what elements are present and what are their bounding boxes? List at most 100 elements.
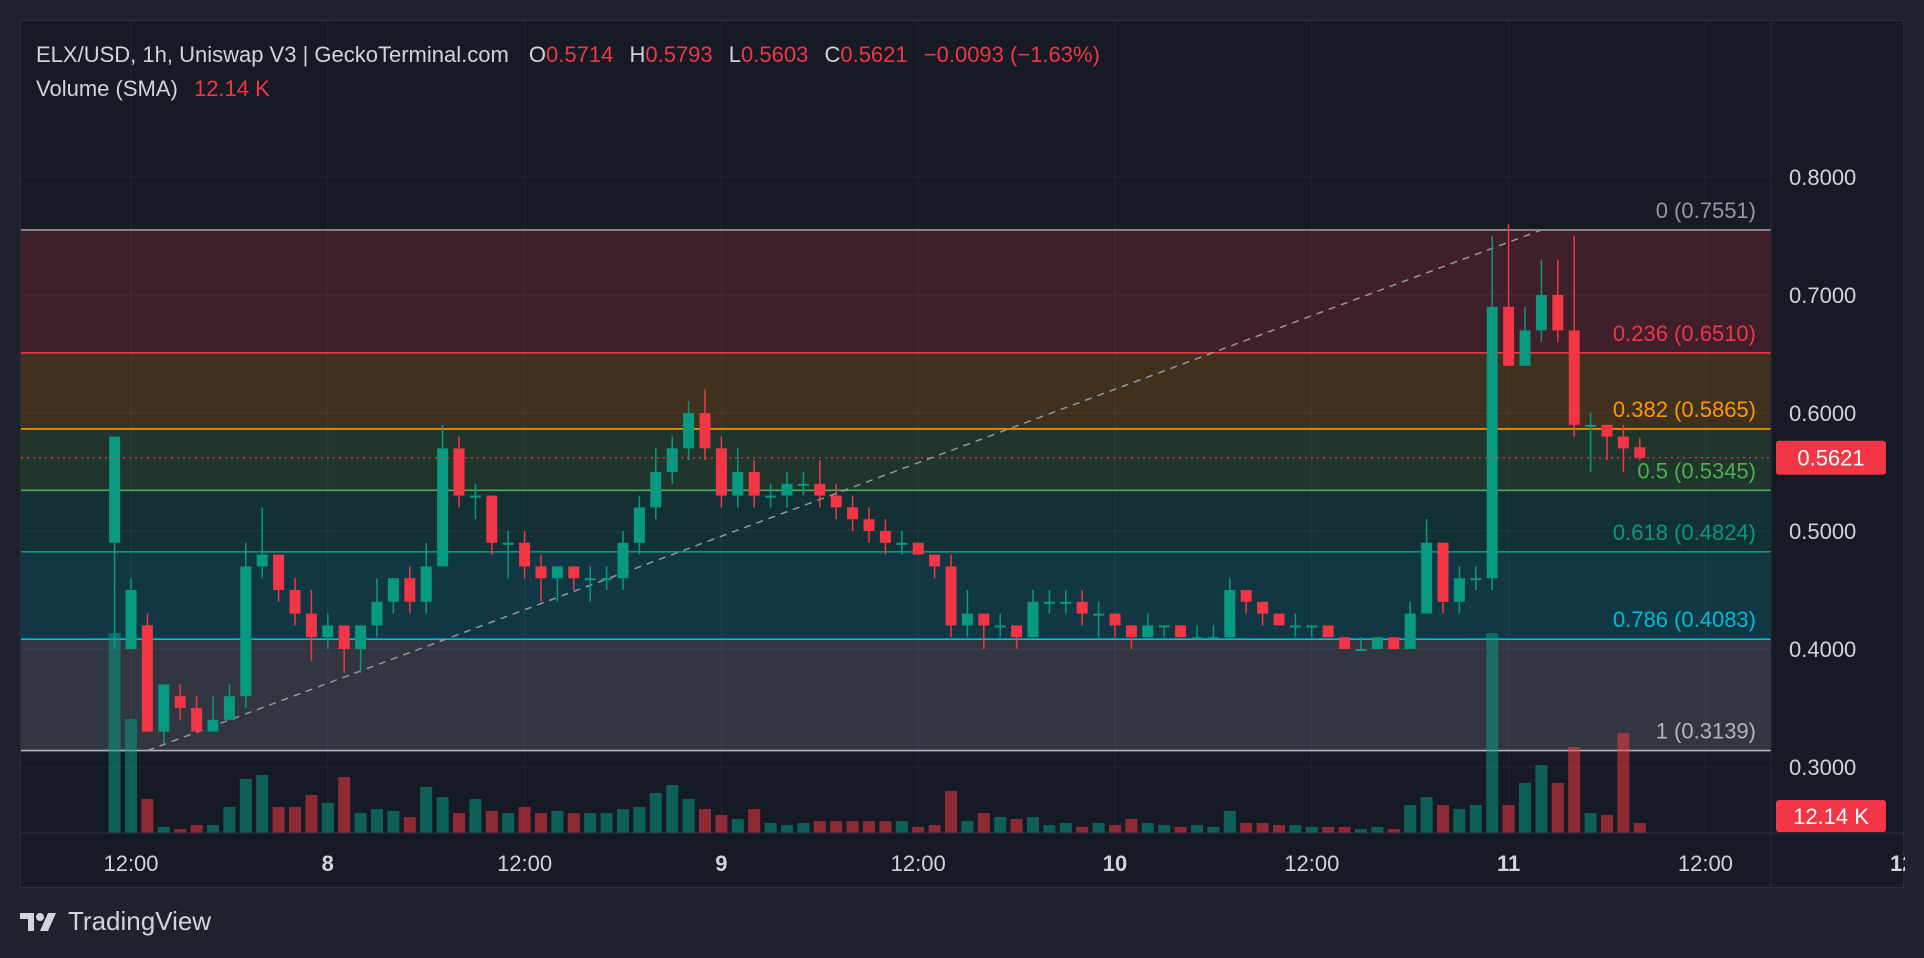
- last-volume-badge: [1776, 800, 1886, 832]
- candle-body: [1011, 625, 1023, 638]
- candle-body: [207, 719, 219, 732]
- candle-body: [1109, 613, 1121, 626]
- fib-level-label: 0.786 (0.4083): [1613, 607, 1756, 632]
- volume-bar: [371, 809, 383, 833]
- volume-value: 12.14 K: [193, 76, 270, 101]
- candle-body: [1191, 637, 1203, 640]
- volume-bar: [1584, 813, 1597, 833]
- volume-bar: [1420, 797, 1433, 833]
- volume-bar: [879, 821, 892, 833]
- volume-bar: [912, 827, 925, 833]
- candle-body: [355, 625, 367, 649]
- volume-bar: [764, 823, 777, 833]
- volume-bar: [699, 809, 711, 833]
- candle-body: [994, 625, 1006, 628]
- candle-body: [1535, 295, 1547, 331]
- volume-bar: [1305, 827, 1318, 833]
- volume-bar: [1043, 825, 1056, 833]
- volume-bar: [125, 719, 137, 833]
- candle-body: [1207, 637, 1219, 640]
- time-tick-label: 12:00: [497, 851, 552, 876]
- fib-level-label: 0.618 (0.4824): [1613, 520, 1756, 545]
- candle-body: [1273, 613, 1285, 626]
- ohlc-row: ELX/USD, 1h, Uniswap V3 | GeckoTerminal.…: [36, 38, 1100, 72]
- volume-bar: [1633, 823, 1646, 833]
- time-tick-label: 12:00: [1284, 851, 1339, 876]
- volume-bar: [666, 785, 679, 833]
- volume-bar: [928, 825, 941, 833]
- candle-body: [666, 448, 678, 472]
- candle-body: [633, 507, 645, 543]
- volume-bar: [797, 823, 810, 833]
- candle-body: [748, 472, 760, 496]
- volume-bar: [895, 821, 908, 833]
- candle-body: [797, 483, 809, 486]
- price-chart[interactable]: 0 (0.7551)0.236 (0.6510)0.382 (0.5865)0.…: [21, 21, 1905, 889]
- volume-bar: [1191, 825, 1203, 833]
- volume-bar: [649, 793, 662, 833]
- volume-bar: [1273, 825, 1285, 833]
- volume-bar: [1617, 733, 1630, 833]
- candle-body: [256, 554, 268, 567]
- candle-body: [453, 448, 465, 496]
- volume-bar: [567, 813, 580, 833]
- volume-bar: [1437, 805, 1449, 833]
- candle-body: [1355, 649, 1367, 651]
- candle-body: [568, 566, 580, 579]
- candle-body: [1421, 542, 1433, 614]
- volume-bar: [354, 813, 367, 833]
- candle-body: [1486, 306, 1498, 579]
- candle-body: [1552, 295, 1564, 331]
- volume-bar: [108, 633, 121, 833]
- candle-body: [830, 495, 842, 508]
- volume-bar: [945, 791, 957, 833]
- candle-body: [1043, 601, 1055, 604]
- volume-bar: [633, 807, 646, 833]
- volume-bar: [846, 821, 859, 833]
- candle-body: [650, 472, 662, 508]
- volume-bar: [1158, 825, 1171, 833]
- candle-body: [765, 495, 777, 498]
- candle-body: [1453, 578, 1465, 602]
- fibonacci-retracement: 0 (0.7551) 0.236 (0.6510) 0.382 (0.5865) 0.…: [21, 198, 1771, 752]
- symbol-label[interactable]: ELX/USD, 1h, Uniswap V3 | GeckoTerminal.…: [36, 42, 509, 67]
- volume-label[interactable]: Volume (SMA): [36, 76, 178, 101]
- volume-bar: [289, 807, 301, 833]
- candle-body: [1503, 306, 1515, 366]
- volume-row: Volume (SMA) 12.14 K: [36, 72, 1100, 106]
- candle-body: [1617, 436, 1629, 449]
- candle-body: [814, 483, 826, 496]
- volume-bar: [748, 809, 761, 833]
- volume-bar: [518, 807, 531, 833]
- candle-body: [1437, 542, 1449, 602]
- volume-bar: [223, 807, 236, 833]
- volume-bar: [1469, 805, 1482, 833]
- price-tick-label: 0.4000: [1789, 637, 1856, 662]
- candle-body: [273, 554, 285, 590]
- volume-bar: [141, 799, 154, 833]
- candle-body: [1568, 330, 1580, 425]
- volume-bar: [403, 817, 416, 833]
- price-tick-label: 0.6000: [1789, 401, 1856, 426]
- volume-bar: [321, 803, 334, 833]
- candle-body: [617, 542, 629, 579]
- price-tick-label: 0.3000: [1789, 755, 1856, 780]
- candle-body: [879, 531, 891, 543]
- volume-bar: [207, 825, 219, 833]
- volume-histogram: [108, 633, 1646, 833]
- volume-bar: [830, 821, 843, 833]
- chart-legend: ELX/USD, 1h, Uniswap V3 | GeckoTerminal.…: [36, 38, 1100, 106]
- candle-body: [1601, 424, 1613, 437]
- volume-bar: [1289, 825, 1302, 833]
- price-tick-label: 0.8000: [1789, 165, 1856, 190]
- volume-bar: [1109, 825, 1121, 833]
- volume-bar: [1092, 823, 1105, 833]
- volume-bar: [977, 813, 990, 833]
- chart-panel[interactable]: 0 (0.7551) 0.236 (0.6510) 0.382 (0.5865) 0.…: [20, 20, 1905, 889]
- candle-body: [322, 625, 334, 638]
- volume-bar: [387, 811, 400, 833]
- candle-body: [486, 495, 498, 543]
- volume-bar: [1453, 809, 1466, 833]
- open-label: O: [528, 42, 547, 67]
- tradingview-brand[interactable]: TradingView: [20, 906, 211, 937]
